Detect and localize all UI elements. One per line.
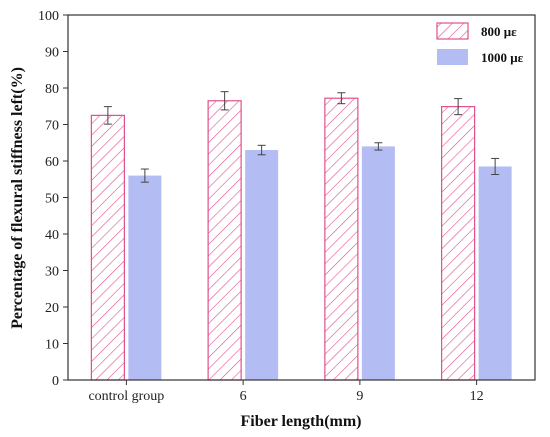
- bar-series-2: [128, 175, 162, 380]
- plot-area: [90, 91, 512, 381]
- bar-series-1: [90, 114, 125, 381]
- y-tick-label: 0: [52, 374, 59, 389]
- y-tick-label: 80: [45, 82, 59, 97]
- y-tick-label: 20: [45, 301, 59, 316]
- legend-label: 1000 με: [481, 50, 524, 65]
- y-tick-label: 50: [45, 192, 59, 207]
- bar-series-2: [478, 166, 512, 380]
- y-tick-label: 100: [38, 9, 59, 24]
- bar-series-1: [441, 106, 476, 381]
- y-tick-label: 40: [45, 228, 59, 243]
- y-tick-label: 70: [45, 119, 59, 134]
- legend-label: 800 με: [481, 24, 517, 39]
- bar-series-1: [207, 100, 242, 381]
- bar-series-1: [324, 97, 359, 381]
- legend: 800 με 1000 με: [436, 22, 524, 65]
- x-tick-label: control group: [88, 389, 164, 404]
- legend-swatch: [437, 49, 468, 65]
- axes: 0 10 20 30 40 50 60 70 80 90 100 control group 6 9 12: [38, 9, 484, 404]
- y-tick-label: 10: [45, 338, 59, 353]
- x-tick-label: 6: [240, 389, 247, 404]
- y-axis-title: Percentage of flexural stiffness left(%): [9, 67, 26, 329]
- bar-series-2: [361, 146, 395, 380]
- x-tick-label: 12: [470, 389, 484, 404]
- x-tick-label: 9: [356, 389, 363, 404]
- y-tick-label: 60: [45, 155, 59, 170]
- y-tick-label: 90: [45, 46, 59, 61]
- bar-series-2: [245, 150, 279, 380]
- y-tick-label: 30: [45, 265, 59, 280]
- legend-swatch: [436, 22, 469, 40]
- x-axis-title: Fiber length(mm): [240, 413, 361, 430]
